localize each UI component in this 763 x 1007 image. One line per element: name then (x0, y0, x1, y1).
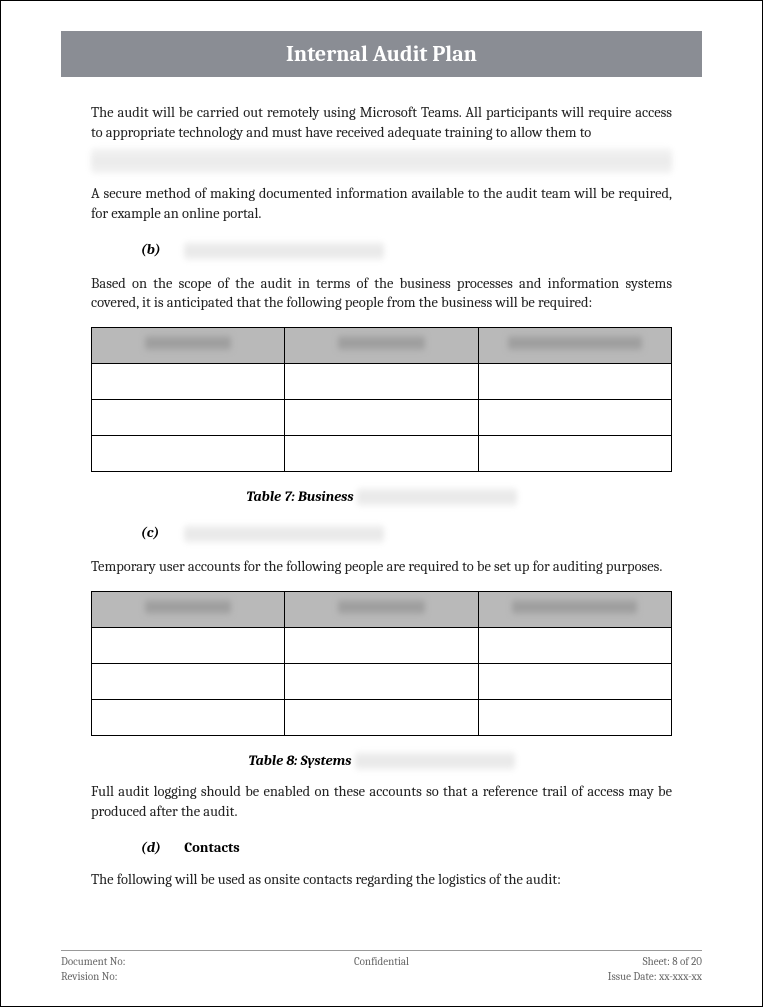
item-c: (c) (141, 524, 702, 543)
table-row (92, 663, 672, 699)
page-footer: Document No: Confidential Sheet: 8 of 20… (61, 950, 702, 984)
item-d-heading: Contacts (184, 839, 240, 856)
paragraph-2: A secure method of making documented inf… (91, 184, 672, 223)
table-8-header-2 (285, 591, 478, 627)
footer-docno: Document No: (61, 955, 241, 969)
table-7-caption-redacted (357, 488, 517, 506)
item-c-marker: (c) (141, 524, 181, 541)
item-d: (d) Contacts (141, 839, 702, 856)
footer-confidential: Confidential (241, 955, 522, 969)
table-8-caption-redacted (355, 752, 515, 770)
table-row (92, 399, 672, 435)
paragraph-4: Temporary user accounts for the followin… (91, 557, 672, 577)
table-7-caption: Table 7: Business (61, 488, 702, 506)
table-row (92, 699, 672, 735)
table-8-header-3 (478, 591, 671, 627)
table-row (92, 435, 672, 471)
table-7-caption-text: Table 7: Business (246, 488, 356, 505)
footer-sheet: Sheet: 8 of 20 (522, 955, 702, 969)
paragraph-6: The following will be used as onsite con… (91, 870, 672, 890)
table-row (92, 363, 672, 399)
table-8-header-1 (92, 591, 285, 627)
item-b: (b) (141, 241, 702, 260)
table-8-caption-text: Table 8: Systems (248, 752, 354, 769)
table-row (92, 627, 672, 663)
item-d-marker: (d) (141, 839, 181, 856)
table-7-header-1 (92, 327, 285, 363)
item-c-heading-redacted (184, 525, 384, 543)
footer-issue: Issue Date: xx-xxx-xx (522, 970, 702, 984)
item-b-marker: (b) (141, 241, 181, 258)
paragraph-5: Full audit logging should be enabled on … (91, 782, 672, 821)
table-7 (91, 327, 672, 472)
table-7-header-2 (285, 327, 478, 363)
table-8 (91, 591, 672, 736)
paragraph-3: Based on the scope of the audit in terms… (91, 274, 672, 313)
table-7-header-3 (478, 327, 671, 363)
item-b-heading-redacted (184, 242, 384, 260)
footer-revno: Revision No: (61, 970, 241, 984)
table-8-caption: Table 8: Systems (61, 752, 702, 770)
redacted-line-1 (91, 148, 672, 174)
paragraph-1: The audit will be carried out remotely u… (91, 103, 672, 142)
page-title: Internal Audit Plan (61, 31, 702, 77)
